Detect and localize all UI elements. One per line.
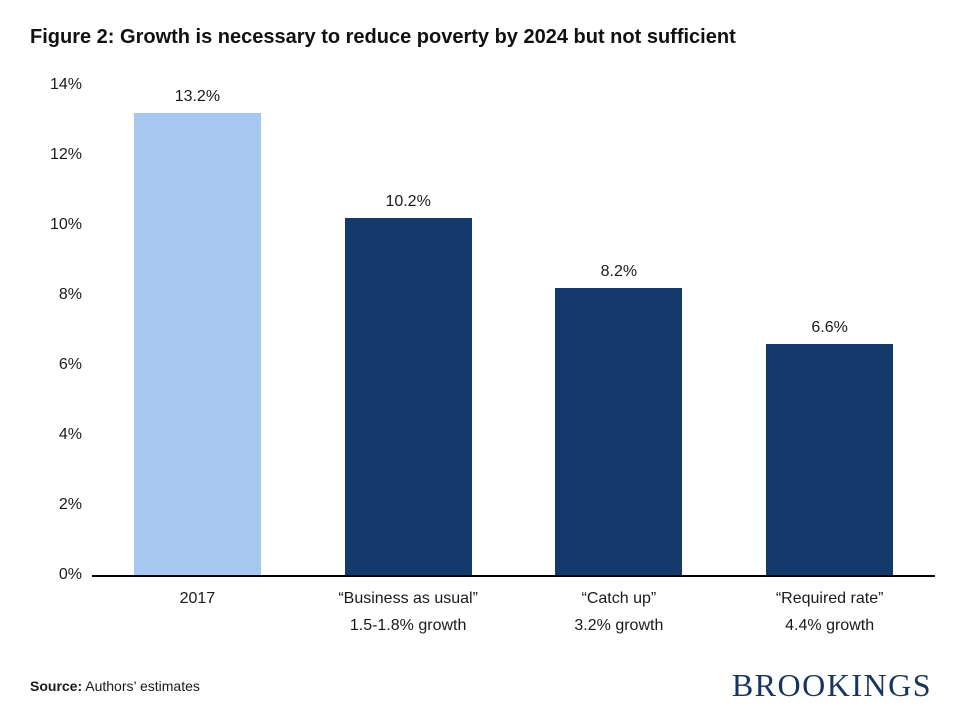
bar-value-label: 6.6% bbox=[811, 319, 848, 336]
bar-column: 6.6% bbox=[724, 85, 935, 575]
x-category-line1: 2017 bbox=[179, 590, 216, 607]
y-tick-label: 2% bbox=[58, 496, 82, 513]
bar-value-label: 13.2% bbox=[174, 88, 221, 105]
bar-column: 10.2% bbox=[303, 85, 514, 575]
x-axis-labels: 2017 “Business as usual” 1.5-1.8% growth “C… bbox=[92, 577, 935, 639]
y-tick-label: 8% bbox=[58, 286, 82, 303]
bar bbox=[555, 288, 683, 575]
bar-value-label: 8.2% bbox=[600, 263, 638, 280]
x-category-label: “Business as usual” 1.5-1.8% growth bbox=[303, 577, 514, 639]
bar-value-label: 10.2% bbox=[385, 193, 431, 210]
bar bbox=[344, 218, 472, 575]
y-tick-label: 14% bbox=[49, 76, 82, 93]
x-category-line1: “Business as usual” bbox=[338, 590, 478, 607]
x-category-line2: 3.2% growth bbox=[574, 617, 664, 635]
bar bbox=[133, 113, 261, 575]
brookings-logo: BROOKINGS bbox=[731, 667, 932, 703]
y-axis: 0% 2% 4% 6% 8% 10% 12% 14% bbox=[30, 76, 82, 583]
bar-chart: 0% 2% 4% 6% 8% 10% 12% 14% 13.2% 10.2% 8.2% 6.6% 2… bbox=[30, 76, 935, 645]
source-text: Authors’ estimates bbox=[82, 678, 200, 694]
x-category-line2: 1.5-1.8% growth bbox=[349, 617, 467, 635]
bar bbox=[766, 344, 894, 575]
x-category-line1: “Required rate” bbox=[775, 590, 884, 607]
x-category-line1: “Catch up” bbox=[581, 590, 657, 607]
y-tick-label: 12% bbox=[49, 146, 82, 163]
y-tick-label: 10% bbox=[49, 216, 82, 233]
y-tick-label: 0% bbox=[58, 566, 82, 583]
y-tick-label: 4% bbox=[58, 426, 82, 443]
bar-column: 8.2% bbox=[514, 85, 725, 575]
source-label: Source: bbox=[30, 678, 83, 694]
x-category-label: “Required rate” 4.4% growth bbox=[724, 577, 935, 639]
x-category-label: 2017 bbox=[92, 577, 303, 639]
chart-title: Figure 2: Growth is necessary to reduce … bbox=[30, 26, 736, 48]
source-note: Source: Authors’ estimates bbox=[30, 678, 200, 694]
bar-column: 13.2% bbox=[92, 85, 303, 575]
y-tick-label: 6% bbox=[58, 356, 82, 373]
x-category-label: “Catch up” 3.2% growth bbox=[514, 577, 725, 639]
plot-area: 13.2% 10.2% 8.2% 6.6% bbox=[92, 85, 935, 577]
x-category-line2: 4.4% growth bbox=[785, 617, 875, 635]
